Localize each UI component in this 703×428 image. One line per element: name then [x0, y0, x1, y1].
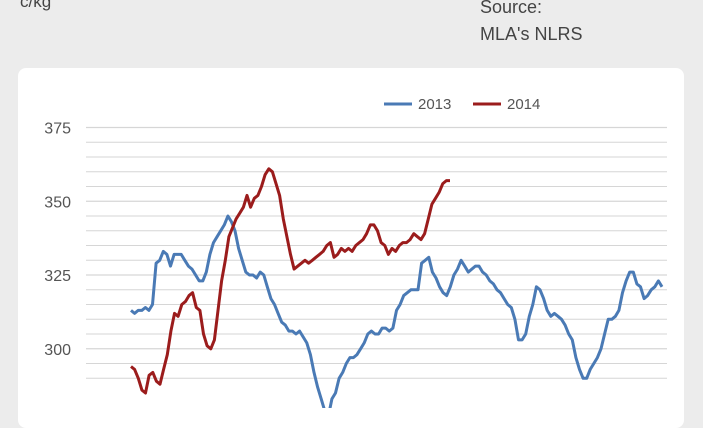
legend-label-2013: 2013 — [418, 96, 451, 113]
source-line-2: MLA's NLRS — [480, 24, 583, 44]
grid-layer — [86, 126, 667, 379]
legend-label-2014: 2014 — [507, 96, 540, 113]
unit-label: c/kg — [20, 0, 52, 11]
series-line-2013 — [130, 214, 664, 408]
y-tick-label: 350 — [44, 194, 71, 211]
series-line-2014 — [130, 167, 450, 395]
y-axis-ticks: 375 350 325 300 — [44, 121, 71, 359]
source-line-1: Source: — [480, 0, 543, 17]
y-tick-label: 325 — [44, 268, 71, 285]
line-chart: 375 350 325 300 2013 2014 — [44, 96, 667, 408]
source-note: Source: MLA's NLRS — [480, 0, 582, 48]
y-tick-label: 375 — [44, 121, 71, 138]
legend: 2013 2014 — [384, 96, 540, 113]
series-layer — [130, 167, 664, 408]
y-tick-label: 300 — [44, 342, 71, 359]
